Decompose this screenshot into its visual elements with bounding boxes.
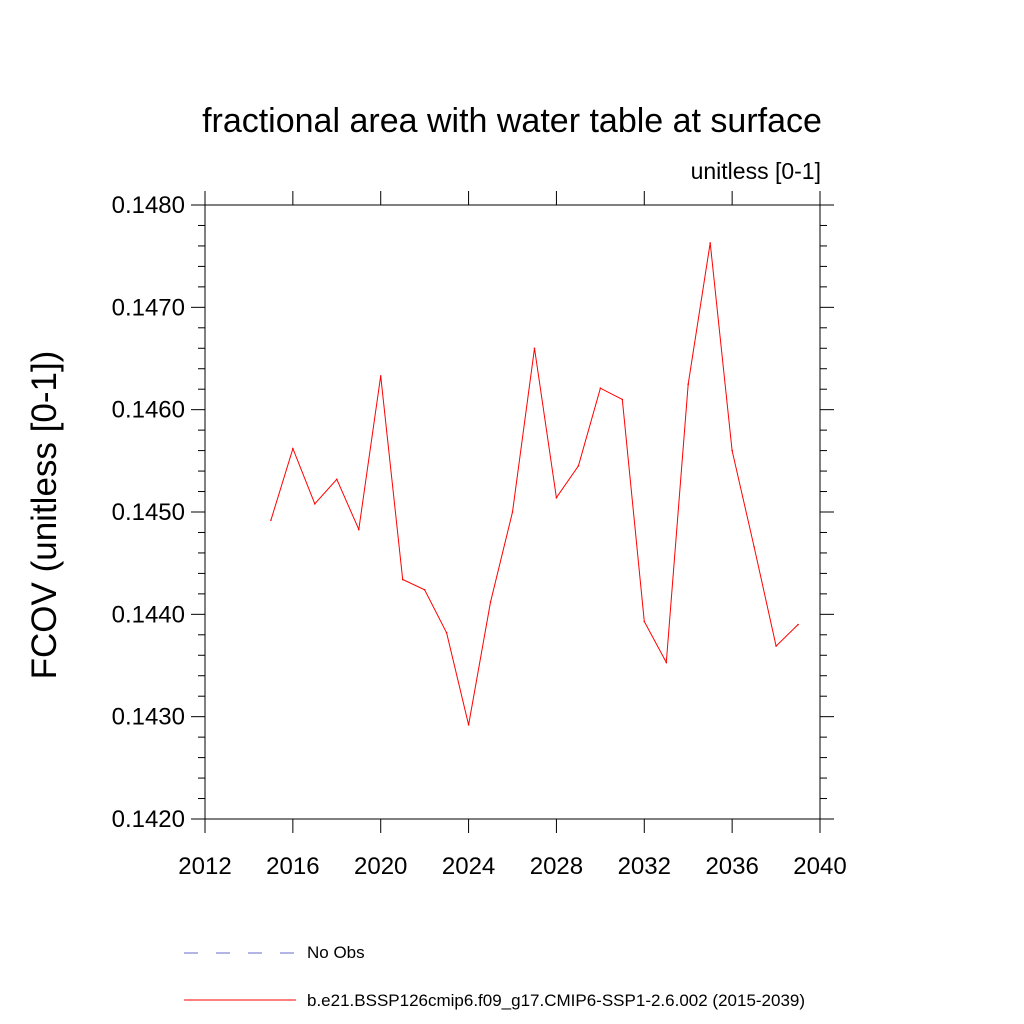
data-point [511,511,514,513]
legend-label-model-run: b.e21.BSSP126cmip6.f09_g17.CMIP6-SSP1-2.… [307,991,806,1010]
x-tick-label: 2028 [530,853,583,880]
data-point [445,631,448,634]
data-point [292,447,294,450]
y-tick-label: 0.1440 [112,601,185,628]
y-tick-label: 0.1470 [112,294,185,321]
data-point [775,645,777,647]
y-tick-label: 0.1450 [112,499,185,526]
data-point [577,465,580,467]
x-tick-label: 2040 [793,853,846,880]
data-point [335,478,338,481]
data-point [314,503,316,505]
y-tick-label: 0.1480 [112,192,185,219]
data-point [753,545,755,548]
x-axis: 2012 2016 2020 2024 2028 2032 2036 2040 [178,191,847,880]
units-label: unitless [0-1] [690,158,821,184]
y-tick-label: 0.1430 [112,704,185,731]
data-point [665,661,668,664]
series-layer [270,242,799,726]
data-point [643,620,646,623]
data-point [423,588,426,591]
data-point [687,383,690,385]
x-tick-label: 2036 [705,853,758,880]
data-point [401,578,404,581]
data-point [270,519,272,521]
y-tick-label: 0.1420 [112,806,185,833]
data-point [357,528,360,531]
data-point [533,347,536,350]
legend-label-no-obs: No Obs [307,943,365,962]
x-tick-label: 2024 [442,853,495,880]
data-point [467,724,470,726]
series-line-1 [270,242,799,726]
x-tick-label: 2016 [266,853,319,880]
data-point [489,601,492,603]
data-point [797,623,799,626]
data-point [709,242,711,244]
data-point [555,496,558,499]
x-tick-label: 2020 [354,853,407,880]
data-point [379,375,382,377]
x-tick-label: 2032 [618,853,671,880]
x-tick-label: 2012 [178,853,231,880]
data-point [621,398,624,401]
chart-title: fractional area with water table at surf… [202,102,822,140]
y-tick-label: 0.1460 [112,397,185,424]
data-point [599,387,602,389]
legend [184,952,296,1001]
data-point [731,449,733,452]
y-axis: 0.1420 0.1430 0.1440 0.1450 0.1460 0.1470 0.14… [112,192,834,833]
